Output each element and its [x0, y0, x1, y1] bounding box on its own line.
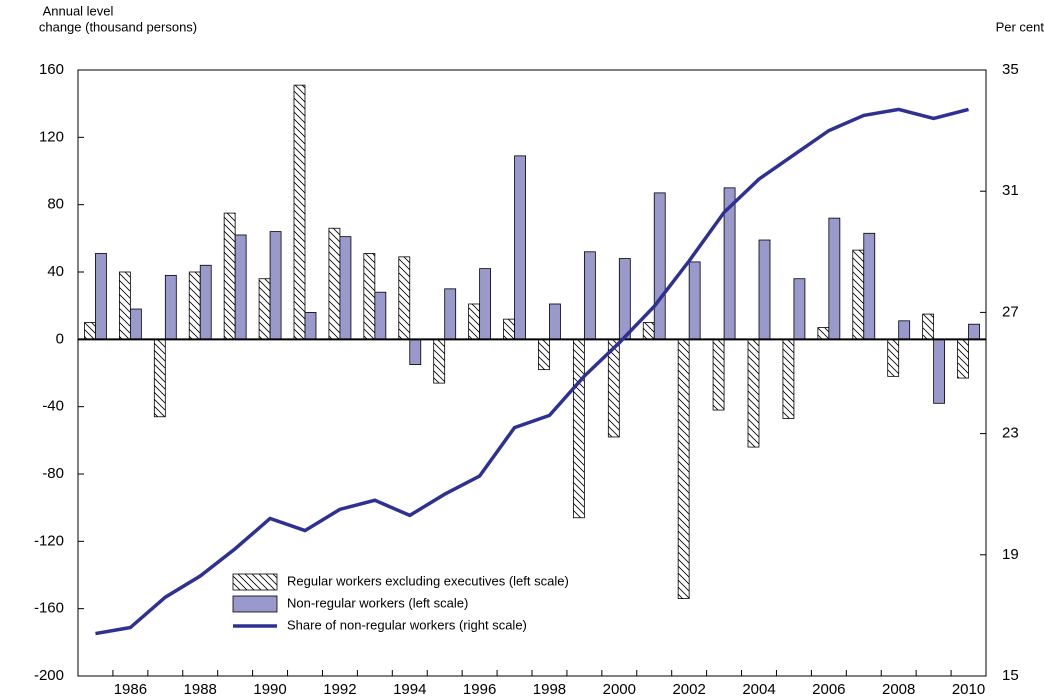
y2-axis-label: Per cent: [996, 19, 1044, 34]
y-tick-label: 120: [39, 128, 64, 145]
bar: [583, 251, 596, 340]
legend-label: Share of non-regular workers (right scal…: [287, 617, 527, 632]
legend-label: Non-regular workers (left scale): [287, 595, 468, 610]
y-axis-label: change (thousand persons): [39, 19, 197, 34]
bar: [712, 338, 725, 411]
x-tick-label: 2002: [672, 681, 705, 698]
bar: [444, 288, 457, 340]
bar: [328, 227, 341, 340]
bar: [468, 303, 481, 340]
y-tick-label: 80: [47, 196, 64, 213]
legend-swatch: [232, 573, 278, 591]
bar: [887, 338, 900, 377]
x-tick-label: 2000: [603, 681, 636, 698]
bar: [118, 271, 131, 340]
bar: [479, 268, 492, 340]
bar: [863, 232, 876, 340]
x-tick-label: 1992: [323, 681, 356, 698]
x-tick-label: 2008: [882, 681, 915, 698]
x-tick-label: 2006: [812, 681, 845, 698]
bar: [188, 271, 201, 340]
y-tick-label: 40: [47, 263, 64, 280]
bar: [747, 338, 760, 448]
x-tick-label: 1994: [393, 681, 426, 698]
bar: [957, 338, 969, 379]
bar: [433, 338, 446, 384]
bar: [653, 192, 666, 340]
share-line: [95, 107, 969, 636]
bar: [129, 308, 142, 340]
bar: [793, 278, 806, 340]
bar: [828, 217, 841, 340]
bar: [339, 236, 352, 340]
bar: [363, 253, 376, 340]
bar: [688, 261, 701, 340]
bar: [618, 258, 631, 340]
y-tick-label: 160: [39, 61, 64, 78]
x-tick-label: 1986: [114, 681, 147, 698]
y2-tick-label: 27: [1002, 303, 1019, 320]
bar: [164, 274, 177, 340]
x-tick-label: 1996: [463, 681, 496, 698]
bar: [258, 278, 271, 340]
x-tick-label: 2004: [742, 681, 775, 698]
legend-label: Regular workers excluding executives (le…: [287, 573, 569, 588]
bar: [234, 234, 247, 340]
bar: [968, 323, 980, 340]
y2-tick-label: 15: [1002, 667, 1019, 684]
y2-tick-label: 31: [1002, 182, 1019, 199]
bar: [922, 313, 935, 340]
bar: [223, 212, 236, 340]
bar: [852, 249, 865, 340]
x-tick-label: 1998: [533, 681, 566, 698]
bar: [933, 338, 946, 404]
bar: [84, 322, 96, 340]
y-tick-label: -200: [34, 667, 64, 684]
bar: [398, 256, 411, 340]
bar: [677, 338, 690, 599]
bar: [898, 320, 911, 340]
bar: [572, 338, 585, 519]
bar: [293, 84, 306, 340]
bar: [549, 303, 561, 340]
bar: [374, 291, 387, 340]
y-tick-label: -120: [34, 532, 64, 549]
y-tick-label: -160: [34, 600, 64, 617]
bar: [304, 311, 317, 340]
legend-swatch: [232, 595, 278, 613]
bar: [269, 231, 282, 340]
bar: [782, 338, 795, 419]
bar: [817, 327, 830, 340]
x-tick-label: 1988: [184, 681, 217, 698]
bar: [409, 338, 422, 365]
y-tick-label: -40: [42, 398, 64, 415]
x-tick-label: 2010: [952, 681, 985, 698]
bar: [538, 338, 550, 371]
bar: [758, 239, 771, 340]
y2-tick-label: 19: [1002, 546, 1019, 563]
y-tick-label: 0: [56, 330, 64, 347]
bar: [642, 322, 655, 340]
bar: [153, 338, 166, 418]
x-tick-label: 1990: [253, 681, 286, 698]
bar: [514, 155, 526, 340]
y2-tick-label: 23: [1002, 425, 1019, 442]
y-axis-label: Annual level: [43, 3, 114, 18]
bar: [95, 253, 107, 340]
bar: [199, 264, 212, 340]
y2-tick-label: 35: [1002, 61, 1019, 78]
y-tick-label: -80: [42, 465, 64, 482]
bar: [503, 318, 515, 340]
